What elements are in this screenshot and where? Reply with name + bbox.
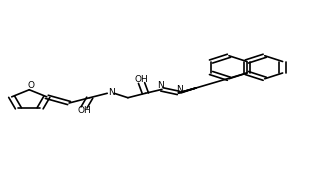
Text: OH: OH: [135, 75, 149, 84]
Text: N: N: [176, 85, 183, 94]
Text: OH: OH: [77, 107, 91, 116]
Text: N: N: [158, 81, 164, 90]
Text: N: N: [108, 88, 115, 97]
Text: O: O: [27, 81, 34, 90]
